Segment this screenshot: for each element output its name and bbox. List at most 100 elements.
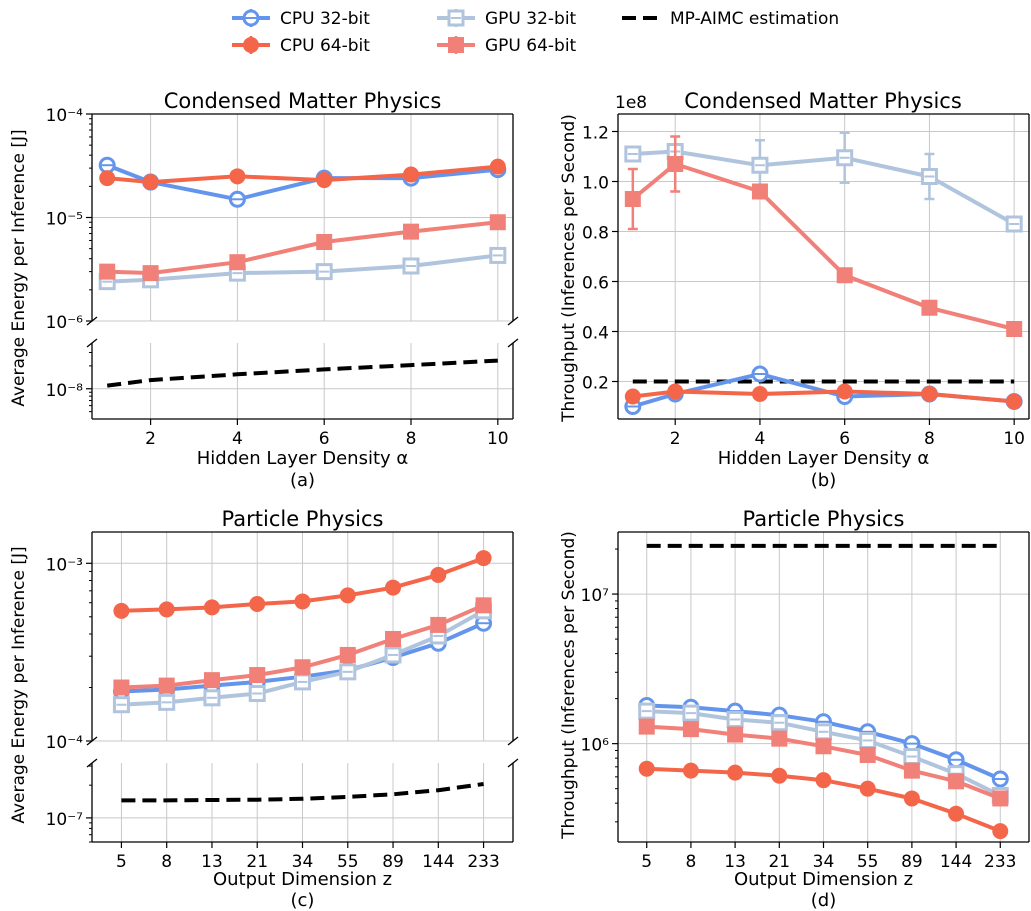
panel-d: 10⁶ 10⁷ 5 8 13 21 34 55 89 144 233 Particle Physics… — [559, 507, 1030, 911]
point-marker — [624, 388, 641, 405]
axis-break-mark — [507, 758, 519, 768]
point-marker — [638, 718, 655, 735]
point-marker — [727, 726, 744, 743]
x-tick-label: 8 — [406, 429, 417, 449]
x-tick-label: 34 — [813, 852, 835, 872]
legend-label: CPU 64-bit — [280, 36, 370, 56]
point-marker — [403, 223, 420, 240]
y-tick-label: 10⁻³ — [46, 555, 83, 575]
point-marker — [667, 383, 684, 400]
chart-title: Condensed Matter Physics — [684, 89, 962, 113]
series-gpu64 — [638, 718, 1009, 807]
point-marker — [682, 762, 699, 779]
point-marker — [113, 679, 130, 696]
y-tick-label: 10⁻⁷ — [46, 810, 84, 830]
point-marker — [771, 767, 788, 784]
point-marker — [203, 672, 220, 689]
series-line — [632, 149, 1016, 226]
point-marker — [99, 263, 116, 280]
point-marker — [339, 587, 356, 604]
point-marker — [385, 579, 402, 596]
x-axis-label: Hidden Layer Density α — [718, 448, 930, 469]
panel-caption: (d) — [811, 890, 836, 911]
x-tick-label: 21 — [768, 852, 790, 872]
axis-break-mark — [507, 736, 519, 746]
x-tick-label: 4 — [232, 429, 243, 449]
point-marker — [229, 254, 246, 271]
point-marker — [294, 659, 311, 676]
series-line — [631, 162, 1015, 331]
series-mp — [106, 358, 498, 388]
x-axis-label: Output Dimension z — [734, 869, 913, 890]
x-tick-label: 233 — [984, 852, 1016, 872]
point-marker — [815, 772, 832, 789]
y-tick-label: 0.8 — [582, 224, 609, 244]
legend-item-cpu64: CPU 64-bit — [232, 36, 370, 56]
point-marker — [771, 730, 788, 747]
point-marker — [624, 191, 641, 207]
point-marker — [475, 597, 492, 614]
y-tick-label: 0.4 — [582, 324, 609, 344]
y-axis-label: Average Energy per Inference [J] — [9, 129, 29, 406]
point-marker — [836, 267, 853, 284]
point-marker — [948, 805, 965, 822]
y-tick-label: 0.2 — [582, 374, 609, 394]
x-tick-label: 6 — [839, 429, 850, 449]
y-tick-label: 10⁶ — [581, 736, 610, 756]
panel-b: 0.2 0.4 0.6 0.8 1.0 1.2 2 4 6 8 10 1e8 Condensed Mat… — [559, 89, 1030, 491]
point-marker — [316, 233, 333, 250]
point-marker — [921, 299, 938, 316]
x-tick-label: 89 — [901, 852, 923, 872]
y-tick-label: 10⁻⁵ — [46, 210, 83, 230]
series-line — [106, 358, 498, 388]
series-cpu64 — [624, 383, 1023, 410]
series-gpu32 — [98, 246, 507, 291]
point-marker — [921, 386, 938, 402]
x-tick-label: 4 — [755, 429, 766, 449]
panel-caption: (b) — [811, 470, 836, 491]
point-marker — [229, 168, 246, 185]
point-marker — [243, 37, 259, 53]
x-tick-label: 13 — [724, 852, 746, 872]
point-marker — [249, 667, 266, 684]
y-tick-label: 10⁻⁴ — [46, 733, 84, 753]
x-tick-label: 6 — [319, 429, 330, 449]
x-tick-label: 34 — [292, 852, 314, 872]
y-tick-label: 1.0 — [582, 174, 609, 194]
point-marker — [316, 172, 333, 189]
x-tick-label: 55 — [337, 852, 359, 872]
legend-item-gpu32: GPU 32-bit — [437, 9, 577, 29]
point-marker — [249, 596, 266, 613]
panel-caption: (c) — [291, 890, 315, 911]
y-tick-label: 10⁻⁶ — [46, 313, 84, 333]
axis-scale-label: 1e8 — [615, 93, 647, 113]
point-marker — [489, 158, 506, 175]
point-marker — [682, 721, 699, 738]
point-marker — [99, 170, 116, 187]
legend-item-mp: MP-AIMC estimation — [622, 9, 839, 29]
legend: CPU 32-bit CPU 64-bit GPU 32-bit GPU 64-bit… — [232, 9, 839, 56]
panel-caption: (a) — [290, 470, 315, 491]
point-marker — [903, 790, 920, 807]
x-tick-label: 10 — [1003, 429, 1025, 449]
y-tick-label: 10⁻⁸ — [46, 381, 84, 401]
y-tick-label: 1.2 — [582, 124, 609, 144]
point-marker — [815, 738, 832, 755]
point-marker — [294, 593, 311, 610]
y-tick-label: 0.6 — [582, 274, 609, 294]
point-marker — [727, 764, 744, 781]
panel-c: 10⁻⁴ 10⁻³ 10⁻⁷ 5 8 13 21 34 55 89 144 233 Particle P… — [9, 507, 519, 911]
y-axis-label: Throughput (Inferences per Second) — [559, 114, 579, 423]
point-marker — [992, 790, 1009, 807]
x-tick-label: 5 — [116, 852, 127, 872]
point-marker — [142, 174, 159, 191]
axis-break-mark — [507, 316, 519, 326]
point-marker — [751, 386, 768, 402]
point-marker — [475, 550, 492, 567]
point-marker — [836, 383, 853, 400]
point-marker — [430, 616, 447, 633]
series-gpu64 — [113, 597, 492, 696]
x-tick-label: 233 — [467, 852, 499, 872]
x-tick-label: 10 — [487, 429, 509, 449]
point-marker — [948, 773, 965, 790]
